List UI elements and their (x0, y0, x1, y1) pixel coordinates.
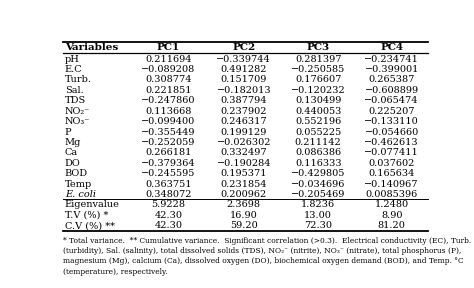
Text: 0.265387: 0.265387 (368, 75, 415, 84)
Text: 0.246317: 0.246317 (220, 117, 267, 126)
Text: Mg: Mg (65, 138, 81, 147)
Text: Variables: Variables (65, 43, 118, 52)
Text: 0.151709: 0.151709 (221, 75, 267, 84)
Text: 59.20: 59.20 (230, 221, 258, 230)
Text: −0.339744: −0.339744 (217, 54, 271, 64)
Text: Sal.: Sal. (65, 86, 83, 95)
Text: −0.089208: −0.089208 (141, 65, 196, 74)
Text: 42.30: 42.30 (155, 211, 182, 220)
Text: 0.237902: 0.237902 (220, 107, 267, 116)
Text: −0.234741: −0.234741 (364, 54, 419, 64)
Text: −0.462613: −0.462613 (365, 138, 419, 147)
Text: PC2: PC2 (232, 43, 255, 52)
Text: 1.8236: 1.8236 (301, 200, 335, 209)
Text: 0.211142: 0.211142 (295, 138, 342, 147)
Text: C.V (%) **: C.V (%) ** (65, 221, 115, 230)
Text: −0.120232: −0.120232 (291, 86, 346, 95)
Text: 2.3698: 2.3698 (227, 200, 261, 209)
Text: 0.221851: 0.221851 (146, 86, 192, 95)
Text: 0.086386: 0.086386 (295, 148, 341, 157)
Text: 0.130499: 0.130499 (295, 96, 341, 105)
Text: 0.552196: 0.552196 (295, 117, 341, 126)
Text: −0.054660: −0.054660 (365, 128, 419, 137)
Text: 0.225207: 0.225207 (368, 107, 415, 116)
Text: 16.90: 16.90 (230, 211, 258, 220)
Text: 81.20: 81.20 (378, 221, 406, 230)
Text: PC4: PC4 (380, 43, 403, 52)
Text: −0.245595: −0.245595 (141, 169, 196, 178)
Text: NO₂⁻: NO₂⁻ (65, 107, 90, 116)
Text: −0.399001: −0.399001 (365, 65, 419, 74)
Text: 72.30: 72.30 (304, 221, 332, 230)
Text: 0.195371: 0.195371 (220, 169, 267, 178)
Text: 0.440053: 0.440053 (295, 107, 341, 116)
Text: 0.0085396: 0.0085396 (365, 190, 418, 199)
Text: −0.379364: −0.379364 (141, 159, 196, 168)
Text: −0.077411: −0.077411 (365, 148, 419, 157)
Text: 42.30: 42.30 (155, 221, 182, 230)
Text: PC1: PC1 (157, 43, 180, 52)
Text: 0.199129: 0.199129 (221, 128, 267, 137)
Text: 0.116333: 0.116333 (295, 159, 342, 168)
Text: Turb.: Turb. (65, 75, 92, 84)
Text: 0.266181: 0.266181 (146, 148, 191, 157)
Text: 0.308774: 0.308774 (146, 75, 192, 84)
Text: −0.190284: −0.190284 (217, 159, 271, 168)
Text: −0.608899: −0.608899 (365, 86, 419, 95)
Text: pH: pH (65, 54, 80, 64)
Text: Temp: Temp (65, 180, 92, 189)
Text: −0.355449: −0.355449 (141, 128, 196, 137)
Text: 0.231854: 0.231854 (220, 180, 267, 189)
Text: −0.250585: −0.250585 (291, 65, 346, 74)
Text: 0.165634: 0.165634 (368, 169, 415, 178)
Text: 0.211694: 0.211694 (146, 54, 192, 64)
Text: * Total variance.  ** Cumulative variance.  Significant correlation (>0.3).  Ele: * Total variance. ** Cumulative variance… (63, 237, 471, 276)
Text: −0.205469: −0.205469 (291, 190, 346, 199)
Text: −0.247860: −0.247860 (141, 96, 196, 105)
Text: −0.252059: −0.252059 (141, 138, 196, 147)
Text: −0.140967: −0.140967 (365, 180, 419, 189)
Text: −0.133110: −0.133110 (365, 117, 419, 126)
Text: 0.055225: 0.055225 (295, 128, 341, 137)
Text: −0.429805: −0.429805 (291, 169, 346, 178)
Text: BOD: BOD (65, 169, 88, 178)
Text: NO₃⁻: NO₃⁻ (65, 117, 90, 126)
Text: 5.9228: 5.9228 (152, 200, 185, 209)
Text: −0.099400: −0.099400 (141, 117, 196, 126)
Text: PC3: PC3 (307, 43, 330, 52)
Text: Ca: Ca (65, 148, 78, 157)
Text: TDS: TDS (65, 96, 86, 105)
Text: 0.113668: 0.113668 (146, 107, 191, 116)
Text: 0.037602: 0.037602 (368, 159, 415, 168)
Text: E. coli: E. coli (65, 190, 96, 199)
Text: DO: DO (65, 159, 81, 168)
Text: −0.065474: −0.065474 (365, 96, 419, 105)
Text: 0.387794: 0.387794 (220, 96, 267, 105)
Text: 0.281397: 0.281397 (295, 54, 341, 64)
Text: −0.182013: −0.182013 (217, 86, 271, 95)
Text: 0.348072: 0.348072 (146, 190, 192, 199)
Text: 1.2480: 1.2480 (374, 200, 409, 209)
Text: P: P (65, 128, 72, 137)
Text: E.C: E.C (65, 65, 82, 74)
Text: 0.176607: 0.176607 (295, 75, 341, 84)
Text: −0.034696: −0.034696 (291, 180, 346, 189)
Text: 0.491282: 0.491282 (220, 65, 267, 74)
Text: Eigenvalue: Eigenvalue (65, 200, 119, 209)
Text: 0.200962: 0.200962 (221, 190, 267, 199)
Text: −0.026302: −0.026302 (217, 138, 271, 147)
Text: 0.332497: 0.332497 (220, 148, 267, 157)
Text: T.V (%) *: T.V (%) * (65, 211, 108, 220)
Text: 0.363751: 0.363751 (146, 180, 192, 189)
Text: 13.00: 13.00 (304, 211, 332, 220)
Text: 8.90: 8.90 (381, 211, 402, 220)
